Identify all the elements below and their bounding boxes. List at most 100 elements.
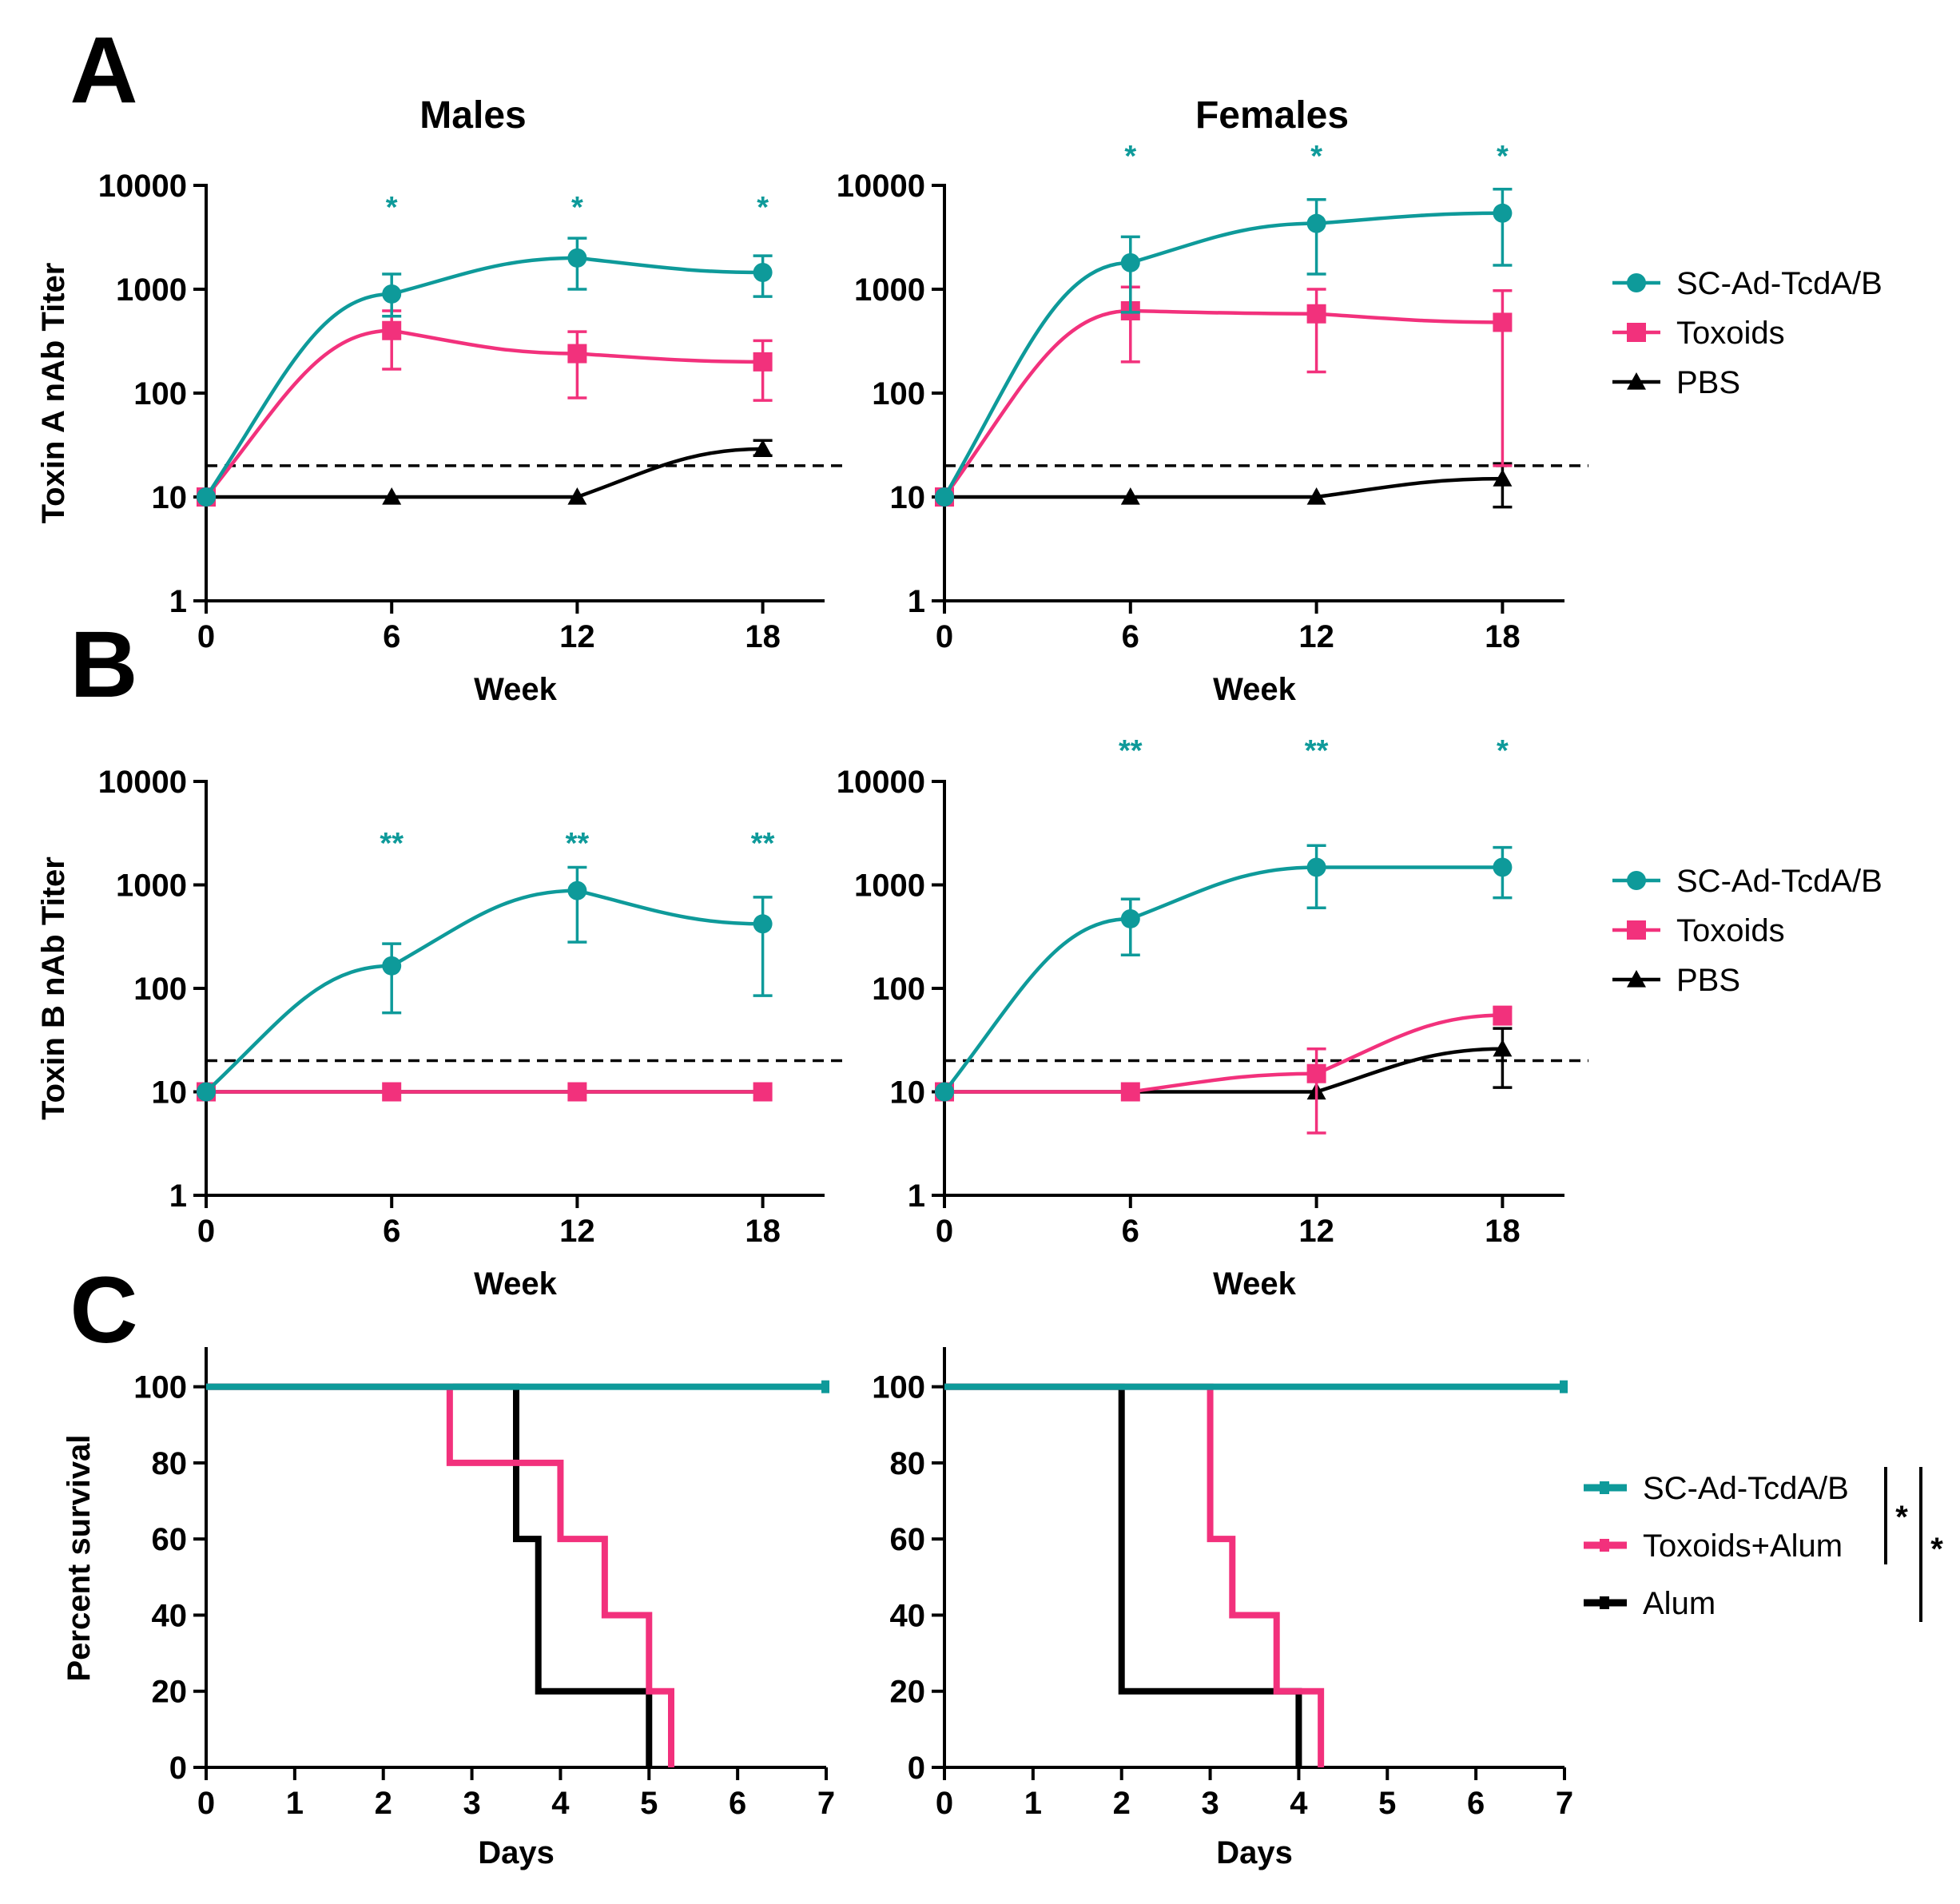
x-tick-label: 5 bbox=[1378, 1786, 1396, 1821]
x-tick-label: 7 bbox=[817, 1786, 835, 1821]
series-sc-ad-tcda-b bbox=[935, 187, 1513, 507]
series-line bbox=[944, 1013, 1503, 1094]
data-point bbox=[753, 352, 773, 372]
y-tick-label: 1000 bbox=[854, 869, 925, 904]
y-tick-label: 60 bbox=[890, 1522, 926, 1557]
series-line bbox=[205, 256, 763, 499]
y-tick-label: 1 bbox=[169, 584, 187, 619]
y-tick-label: 1000 bbox=[854, 272, 925, 308]
data-point bbox=[1120, 487, 1140, 505]
x-tick-label: 12 bbox=[1298, 1214, 1334, 1249]
x-tick-label: 5 bbox=[640, 1786, 658, 1821]
series-line bbox=[944, 1047, 1503, 1094]
y-tick-label: 80 bbox=[152, 1446, 188, 1481]
y-tick-label: 20 bbox=[890, 1675, 926, 1710]
y-tick-label: 1000 bbox=[116, 869, 187, 904]
series-line bbox=[943, 865, 1503, 1093]
legend-marker bbox=[1627, 920, 1646, 940]
data-point bbox=[1493, 203, 1513, 223]
panel-label-c: C bbox=[70, 1258, 137, 1363]
y-axis-label: Toxin B nAb Titer bbox=[36, 857, 71, 1120]
data-point bbox=[1120, 908, 1140, 928]
series-toxoids bbox=[935, 285, 1513, 507]
x-axis-label: Days bbox=[1216, 1835, 1293, 1870]
significance-mark: * bbox=[571, 191, 583, 225]
x-tick-label: 12 bbox=[559, 619, 595, 654]
y-tick-label: 80 bbox=[890, 1446, 926, 1481]
chart-A-females: 1 10 100 1000 10000 0 6 12 18 Week * * * bbox=[837, 140, 1588, 707]
legend-label: SC-Ad-TcdA/B bbox=[1643, 1471, 1849, 1506]
y-tick-label: 10 bbox=[152, 1075, 188, 1111]
y-tick-label: 40 bbox=[152, 1598, 188, 1633]
legend-label: PBS bbox=[1676, 365, 1740, 400]
x-tick-label: 4 bbox=[1290, 1786, 1308, 1821]
data-point bbox=[567, 487, 587, 505]
data-point bbox=[1493, 312, 1513, 332]
significance-mark: * bbox=[1497, 140, 1509, 173]
data-point bbox=[1493, 857, 1513, 877]
censor-mark bbox=[821, 1380, 829, 1393]
series-line bbox=[206, 447, 763, 499]
series-sc-ad-tcda-b bbox=[935, 844, 1513, 1102]
censor-mark bbox=[1560, 1380, 1568, 1393]
data-point bbox=[1306, 213, 1326, 233]
x-tick-label: 6 bbox=[1122, 619, 1139, 654]
series-toxoids bbox=[197, 309, 773, 507]
x-tick-label: 12 bbox=[1298, 619, 1334, 654]
y-tick-label: 10 bbox=[890, 1075, 926, 1111]
legend-marker bbox=[1627, 323, 1646, 342]
legend-label: PBS bbox=[1676, 963, 1740, 998]
legend-label: Alum bbox=[1643, 1586, 1715, 1621]
x-tick-label: 0 bbox=[197, 619, 215, 654]
significance-mark: * bbox=[1497, 734, 1509, 768]
survival-line-alum bbox=[206, 1383, 653, 1767]
series-sc-ad-tcda-b bbox=[197, 865, 773, 1102]
x-tick-label: 0 bbox=[197, 1214, 215, 1249]
data-point bbox=[567, 248, 587, 268]
y-tick-label: 1 bbox=[908, 584, 925, 619]
data-point bbox=[1493, 469, 1513, 487]
x-tick-label: 3 bbox=[1201, 1786, 1219, 1821]
x-tick-label: 18 bbox=[1485, 1214, 1521, 1249]
legend-titer-a: SC-Ad-TcdA/B Toxoids PBS bbox=[1612, 266, 1882, 400]
x-tick-label: 3 bbox=[463, 1786, 480, 1821]
y-tick-label: 40 bbox=[890, 1598, 926, 1633]
legend-survival: SC-Ad-TcdA/B Toxoids+Alum Alum * * bbox=[1584, 1467, 1943, 1622]
series-toxoids bbox=[197, 1082, 773, 1102]
significance-mark: * bbox=[386, 191, 398, 225]
series-pbs bbox=[935, 1027, 1513, 1100]
x-tick-label: 0 bbox=[936, 1214, 953, 1249]
x-tick-label: 6 bbox=[383, 1214, 400, 1249]
x-tick-label: 0 bbox=[197, 1786, 215, 1821]
data-point bbox=[382, 320, 402, 340]
legend-label: Toxoids bbox=[1676, 316, 1785, 351]
x-axis-label: Week bbox=[474, 1266, 558, 1302]
legend-marker bbox=[1600, 1596, 1609, 1609]
y-tick-label: 20 bbox=[152, 1675, 188, 1710]
x-tick-label: 4 bbox=[551, 1786, 570, 1821]
data-point bbox=[197, 1082, 216, 1102]
data-point bbox=[753, 914, 773, 934]
legend-label: Toxoids bbox=[1676, 913, 1785, 948]
legend-marker bbox=[1627, 871, 1646, 890]
data-point bbox=[753, 1082, 773, 1102]
x-tick-label: 6 bbox=[383, 619, 400, 654]
series-sc-ad-tcda-b bbox=[197, 237, 773, 507]
series-line bbox=[205, 888, 763, 1094]
data-point bbox=[1306, 304, 1326, 324]
series-pbs bbox=[935, 462, 1513, 509]
legend-marker bbox=[1627, 970, 1646, 988]
series-line bbox=[943, 308, 1503, 499]
x-tick-label: 0 bbox=[936, 1786, 953, 1821]
significance-mark: ** bbox=[1305, 734, 1329, 768]
y-axis-label: Toxin A nAb Titer bbox=[36, 263, 71, 524]
y-tick-label: 10000 bbox=[98, 169, 187, 204]
chart-C-males: 0 20 40 60 80 100 0 1 2 3 4 5 6 7 Days Percent survival bbox=[62, 1347, 835, 1870]
x-tick-label: 7 bbox=[1556, 1786, 1573, 1821]
data-point bbox=[567, 1082, 587, 1102]
legend-label: Toxoids+Alum bbox=[1643, 1528, 1843, 1564]
y-tick-label: 10000 bbox=[98, 765, 187, 800]
y-tick-label: 100 bbox=[133, 1370, 187, 1405]
x-axis-label: Week bbox=[1213, 1266, 1297, 1302]
series-toxoids bbox=[935, 1005, 1513, 1135]
